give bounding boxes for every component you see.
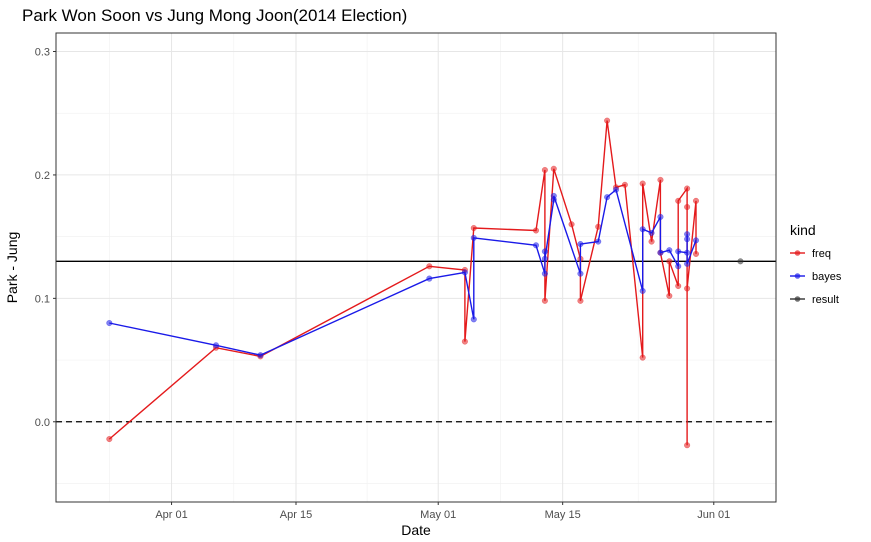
- data-point-freq: [106, 436, 113, 443]
- y-tick-label: 0.3: [35, 47, 50, 59]
- data-point-bayes: [684, 260, 691, 267]
- data-point-bayes: [684, 249, 691, 256]
- data-point-bayes: [675, 263, 682, 270]
- data-point-bayes: [212, 342, 220, 349]
- data-point-bayes: [639, 287, 646, 295]
- data-point-bayes: [604, 194, 611, 201]
- plot-panel: [53, 32, 777, 505]
- x-tick-label: Jun 01: [697, 509, 730, 521]
- data-point-freq: [684, 185, 691, 192]
- data-point-freq: [684, 442, 691, 449]
- data-point-bayes: [692, 237, 700, 244]
- y-tick-label: 0.2: [35, 170, 50, 182]
- data-point-freq: [639, 180, 646, 187]
- data-point-freq: [541, 166, 548, 174]
- data-point-freq: [470, 224, 477, 232]
- data-point-bayes: [657, 249, 664, 256]
- data-point-freq: [684, 203, 691, 211]
- y-tick-label: 0.0: [35, 417, 50, 429]
- data-point-result: [737, 258, 744, 265]
- legend-point-bayes: [794, 273, 801, 279]
- x-axis-label: Date: [401, 522, 431, 538]
- data-point-freq: [621, 181, 628, 188]
- data-point-freq: [692, 250, 700, 257]
- data-point-bayes: [639, 226, 646, 233]
- chart-title: Park Won Soon vs Jung Mong Joon(2014 Ele…: [22, 6, 407, 25]
- legend-label-bayes: bayes: [812, 271, 842, 283]
- data-point-bayes: [595, 238, 602, 245]
- data-point-freq: [666, 258, 673, 265]
- panel-background: [56, 33, 776, 502]
- data-point-freq: [461, 338, 468, 345]
- data-point-bayes: [550, 192, 557, 199]
- legend-label-freq: freq: [812, 248, 831, 260]
- legend-point-result: [794, 296, 801, 302]
- legend-title: kind: [790, 222, 816, 238]
- data-point-bayes: [257, 352, 264, 359]
- x-tick-label: Apr 01: [155, 509, 187, 521]
- data-point-freq: [666, 292, 673, 299]
- data-point-bayes: [684, 236, 691, 243]
- x-tick-label: May 01: [420, 509, 456, 521]
- data-point-bayes: [577, 241, 584, 248]
- data-point-freq: [675, 197, 682, 204]
- data-point-freq: [550, 165, 557, 172]
- data-point-freq: [532, 227, 540, 234]
- data-point-bayes: [657, 213, 664, 220]
- data-point-bayes: [106, 319, 113, 327]
- legend-label-result: result: [812, 294, 839, 306]
- data-point-bayes: [666, 247, 673, 254]
- data-point-bayes: [648, 229, 655, 236]
- data-point-bayes: [612, 186, 620, 193]
- data-point-freq: [684, 285, 691, 292]
- panel-border: [55, 32, 777, 503]
- y-tick-label: 0.1: [35, 293, 50, 305]
- data-point-freq: [604, 117, 611, 124]
- data-point-freq: [692, 197, 700, 204]
- data-point-bayes: [470, 234, 477, 241]
- data-point-freq: [426, 263, 433, 270]
- legend-point-freq: [794, 250, 801, 256]
- data-point-bayes: [532, 242, 540, 249]
- y-axis-label: Park - Jung: [4, 232, 20, 304]
- data-point-bayes: [461, 269, 468, 276]
- data-point-bayes: [470, 316, 477, 323]
- data-point-freq: [675, 282, 682, 290]
- data-point-freq: [541, 297, 548, 304]
- data-point-bayes: [675, 248, 682, 255]
- data-point-freq: [639, 354, 646, 361]
- data-point-bayes: [426, 275, 433, 282]
- data-point-freq: [648, 238, 655, 245]
- data-point-bayes: [577, 270, 584, 277]
- data-point-bayes: [541, 248, 548, 255]
- data-point-bayes: [541, 255, 548, 262]
- data-point-freq: [577, 297, 584, 304]
- x-tick-label: May 15: [545, 509, 581, 521]
- legend: kind freq bayes result: [789, 222, 842, 308]
- x-tick-label: Apr 15: [280, 509, 312, 521]
- data-point-freq: [568, 221, 575, 228]
- data-point-freq: [657, 176, 664, 183]
- data-point-bayes: [541, 270, 548, 277]
